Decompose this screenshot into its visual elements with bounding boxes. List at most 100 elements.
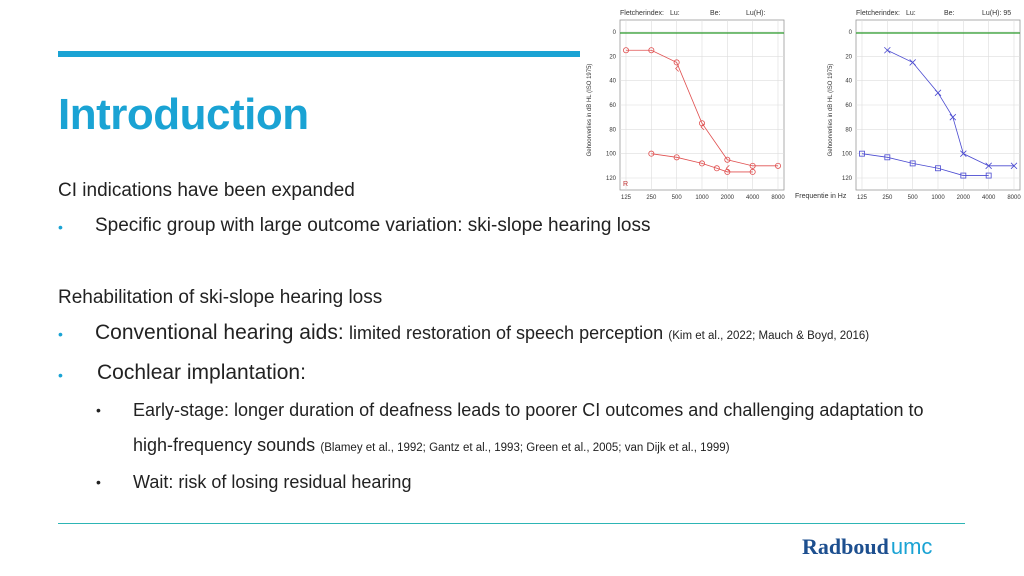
sub-bullet-marker: • [96,402,101,418]
aud-right-point-square [935,165,941,172]
aud-left-header-3: Lu(H): [746,10,766,17]
aud-right-ytick: 40 [845,79,852,85]
footer-divider [58,523,965,524]
aud-right-ytick: 80 [845,127,852,133]
title-accent-bar [58,51,580,57]
aud-right-ytick: 0 [849,30,853,36]
aud-right-point-square [985,172,992,179]
logo-main: Radboud [802,534,889,559]
aud-left-point-circle [774,162,781,169]
aud-left-xtick: 2000 [721,195,735,201]
aud-right-ytick: 100 [842,152,853,158]
aud-left-point-circle [724,156,731,163]
aud-left-point-bracket [700,123,705,131]
aud-left-ytick: 40 [609,79,616,85]
aud-left-yticks: 0 20 40 60 80 100 120 [606,30,617,182]
aud-left-point-bracket [725,164,730,172]
aud-right-point-cross [909,59,916,66]
bullet-marker: • [58,219,63,235]
aud-left-header-2: Be: [710,10,721,17]
aud-left-grid [620,20,784,190]
aud-left-xticks: 125 250 500 1000 2000 4000 8000 [621,195,785,201]
audiogram-right-svg: Fletcherindex: Lu: Be: Lu(H): 95 Gehoorv… [795,10,1021,201]
aud-right-xtick: 4000 [982,195,996,201]
section1-bullet-text: Specific group with large outcome variat… [95,215,651,236]
aud-right-point-cross [1010,162,1018,170]
aud-left-header-0: Fletcherindex: [620,10,664,17]
aud-right-point-cross [934,89,942,97]
bullet-marker: • [58,326,63,342]
aud-left-point-circle [623,47,630,54]
aud-left-xtick: 250 [646,195,657,201]
aud-right-point-cross [884,46,891,54]
aud-left-xtick: 1000 [695,195,709,201]
aud-left-data-marks [623,47,781,175]
aud-left-ylabel: Gehoorverlies in dB HL (ISO 1975) [587,64,593,157]
aud-left-series-line [651,153,753,173]
aud-right-point-square [859,150,865,157]
sub1-cont-text: high-frequency sounds [133,435,316,455]
bullet-hearing-aids: Conventional hearing aids: limited resto… [95,321,869,345]
bullet-marker: • [58,367,63,383]
aud-right-xlabel: Frequentie in Hz [795,193,847,200]
aud-right-yticks: 0 20 40 60 80 100 120 [842,30,853,182]
aud-right-point-square [884,154,891,161]
hearing-aids-text: limited restoration of speech perception [348,323,664,343]
aud-left-series-line [626,49,778,167]
aud-left-point-circle [749,162,756,169]
aud-right-xtick: 125 [857,195,868,201]
audiogram-right: Fletcherindex: Lu: Be: Lu(H): 95 Gehoorv… [794,0,1024,210]
aud-left-point-circle [673,154,680,161]
audiogram-left: Fletcherindex: Lu: Be: Lu(H): Gehoorverl… [582,0,792,210]
aud-left-xtick: 8000 [771,195,785,201]
aud-right-xtick: 1000 [931,195,945,201]
aud-right-ytick: 20 [845,54,852,60]
aud-left-point-circle [673,59,680,66]
aud-right-header-1: Lu: [906,10,916,17]
hearing-aids-citation: (Kim et al., 2022; Mauch & Boyd, 2016) [668,330,870,342]
hearing-aids-label: Conventional hearing aids: [95,321,344,344]
aud-left-ytick: 20 [609,54,616,60]
aud-right-point-cross [985,162,992,170]
aud-right-ytick: 60 [845,103,852,109]
slide-title: Introduction [58,90,309,139]
aud-left-ytick: 60 [609,103,616,109]
sub-bullet-early-stage-cont: high-frequency sounds (Blamey et al., 19… [133,435,730,457]
aud-left-xtick: 125 [621,195,632,201]
aud-right-header-0: Fletcherindex: [856,10,900,17]
radboudumc-logo: Radboudumc [802,534,932,560]
aud-left-corner-label: R [623,181,628,188]
aud-right-point-square [960,172,967,179]
section2-heading: Rehabilitation of ski-slope hearing loss [58,287,383,308]
aud-right-xtick: 8000 [1007,195,1021,201]
aud-right-data-marks [859,46,1018,179]
bullet-cochlear-implantation: Cochlear implantation: [97,361,306,384]
aud-left-header-1: Lu: [670,10,680,17]
aud-right-point-cross [960,150,967,157]
logo-suffix: umc [890,534,933,559]
aud-right-header-2: Be: [944,10,955,17]
aud-left-ytick: 0 [613,30,617,36]
sub-bullet-wait: Wait: risk of losing residual hearing [133,472,412,492]
aud-right-xtick: 250 [882,195,893,201]
aud-right-point-square [909,160,916,167]
section1-heading: CI indications have been expanded [58,180,355,201]
aud-left-point-bracket [675,65,679,72]
sub-bullet-early-stage: Early-stage: longer duration of deafness… [133,400,924,420]
aud-left-point-circle [648,150,655,157]
aud-right-grid [856,20,1020,190]
aud-left-ytick: 100 [606,152,617,158]
aud-right-series-line [861,153,989,176]
aud-right-ylabel: Gehoorverlies in dB HL (ISO 1975) [828,64,834,157]
aud-right-header-3: Lu(H): 95 [982,10,1011,17]
aud-left-xtick: 500 [672,195,683,201]
aud-right-ytick: 120 [842,176,853,182]
aud-right-xticks: 125 250 500 1000 2000 4000 8000 [857,195,1021,201]
audiogram-left-svg: Fletcherindex: Lu: Be: Lu(H): Gehoorverl… [587,10,785,201]
aud-left-point-circle [699,160,706,167]
aud-right-point-cross [949,113,957,121]
aud-left-point-circle [713,165,720,172]
aud-left-point-circle [749,168,756,175]
aud-right-xtick: 2000 [957,195,971,201]
aud-left-ytick: 120 [606,176,617,182]
